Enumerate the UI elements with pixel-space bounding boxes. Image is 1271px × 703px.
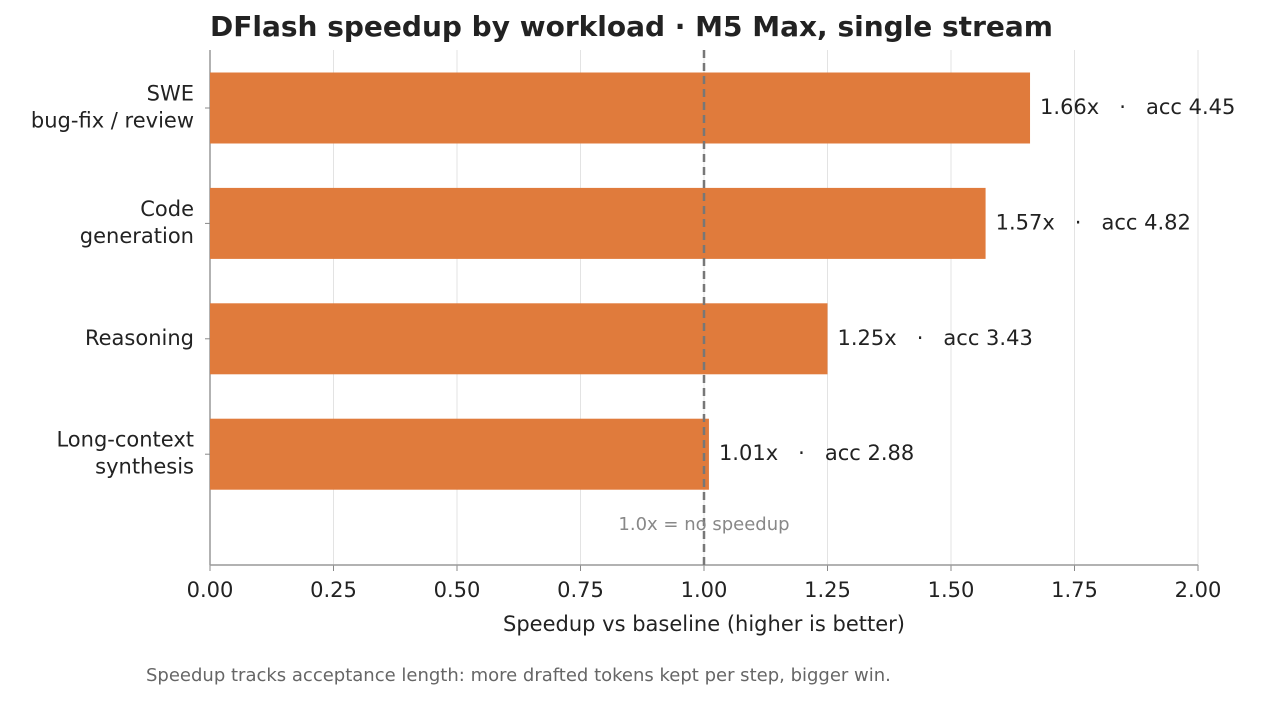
x-tick-label: 0.00 — [187, 578, 234, 602]
x-tick-label: 1.00 — [681, 578, 728, 602]
bar — [210, 72, 1031, 144]
bar — [210, 418, 709, 490]
x-tick-label: 2.00 — [1175, 578, 1222, 602]
footnote: Speedup tracks acceptance length: more d… — [146, 665, 891, 686]
value-label: 1.66x · acc 4.45 — [1040, 95, 1235, 119]
value-label: 1.25x · acc 3.43 — [838, 326, 1033, 350]
x-axis-label: Speedup vs baseline (higher is better) — [503, 612, 905, 636]
bar — [210, 187, 986, 259]
value-label: 1.57x · acc 4.82 — [996, 210, 1191, 234]
y-tick-label: bug-fix / review — [31, 109, 194, 133]
x-tick-label: 0.75 — [557, 578, 604, 602]
y-tick-label: Long-context — [56, 428, 194, 452]
y-tick-label: SWE — [147, 82, 194, 106]
x-tick-label: 0.25 — [310, 578, 357, 602]
bar — [210, 303, 828, 375]
y-tick-label: synthesis — [95, 455, 194, 479]
chart-title: DFlash speedup by workload · M5 Max, sin… — [210, 10, 1053, 43]
x-tick-label: 1.50 — [928, 578, 975, 602]
x-tick-label: 1.25 — [804, 578, 851, 602]
value-label: 1.01x · acc 2.88 — [719, 441, 914, 465]
reference-label: 1.0x = no speedup — [618, 514, 789, 535]
y-tick-label: generation — [80, 224, 194, 248]
x-tick-label: 1.75 — [1051, 578, 1098, 602]
y-tick-label: Code — [140, 197, 194, 221]
x-tick-label: 0.50 — [434, 578, 481, 602]
y-tick-label: Reasoning — [85, 326, 194, 350]
